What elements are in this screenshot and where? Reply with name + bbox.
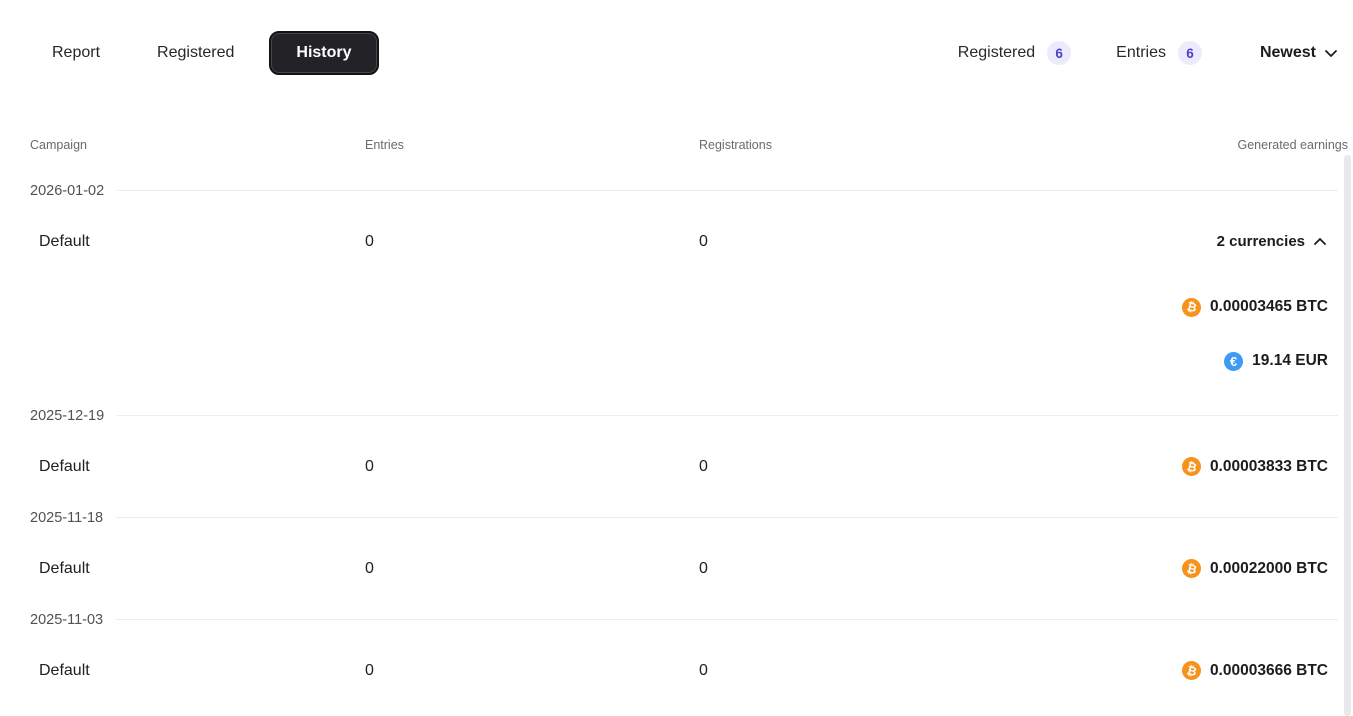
currency-amount: 0.00022000 BTC bbox=[1209, 559, 1328, 577]
earnings-cell: ₿ 0.00003666 BTC bbox=[1181, 661, 1328, 680]
entries-cell: 0 bbox=[365, 232, 374, 250]
campaign-cell: Default bbox=[39, 232, 90, 250]
registered-count-badge: 6 bbox=[1047, 41, 1072, 65]
table-row: Default 0 0 ₿ 0.00003666 BTC bbox=[0, 645, 1353, 696]
btc-icon: ₿ bbox=[1181, 559, 1201, 578]
table-header-row: Campaign Entries Registrations Generated… bbox=[0, 135, 1353, 155]
currency-line: € 19.14 EUR bbox=[0, 332, 1353, 390]
entries-cell: 0 bbox=[365, 661, 374, 679]
entries-cell: 0 bbox=[365, 457, 374, 475]
campaign-cell: Default bbox=[39, 457, 90, 475]
campaign-cell: Default bbox=[39, 559, 90, 577]
column-header-earnings: Generated earnings bbox=[1237, 138, 1349, 152]
top-right-controls: Registered 6 Entries 6 Newest bbox=[913, 41, 1339, 65]
date-label: 2025-11-03 bbox=[30, 611, 104, 628]
tab-history[interactable]: History bbox=[269, 31, 379, 75]
currency-line: ₿ 0.00003465 BTC bbox=[0, 282, 1353, 332]
table-row: Default 0 0 ₿ 0.00022000 BTC bbox=[0, 543, 1353, 594]
tab-registered[interactable]: Registered bbox=[157, 44, 235, 61]
btc-icon: ₿ bbox=[1181, 661, 1201, 680]
chevron-down-icon bbox=[1323, 45, 1339, 61]
registered-stat-label: Registered bbox=[957, 44, 1036, 61]
sort-label: Newest bbox=[1259, 44, 1316, 61]
chevron-up-icon bbox=[1312, 234, 1328, 250]
date-group-header: 2026-01-02 bbox=[0, 165, 1353, 216]
earnings-cell: 2 currencies bbox=[1217, 233, 1328, 250]
currency-amount: 0.00003465 BTC bbox=[1209, 298, 1328, 315]
currency-amount: 0.00003833 BTC bbox=[1209, 457, 1328, 475]
top-bar: Report Registered History Registered 6 E… bbox=[0, 0, 1353, 76]
registrations-cell: 0 bbox=[699, 661, 708, 679]
scrollbar-thumb[interactable] bbox=[1344, 155, 1351, 716]
column-header-entries: Entries bbox=[365, 138, 404, 152]
column-header-campaign: Campaign bbox=[30, 138, 87, 152]
entries-count-badge: 6 bbox=[1177, 41, 1202, 65]
date-divider bbox=[117, 415, 1338, 416]
currencies-collapse-toggle[interactable]: 2 currencies bbox=[1217, 233, 1328, 250]
sort-dropdown[interactable]: Newest bbox=[1260, 44, 1339, 62]
currency-amount: 0.00003666 BTC bbox=[1209, 661, 1328, 679]
column-header-registrations: Registrations bbox=[699, 138, 772, 152]
entries-stat[interactable]: Entries 6 bbox=[1116, 41, 1202, 65]
entries-cell: 0 bbox=[365, 559, 374, 577]
date-group-header: 2025-11-18 bbox=[0, 492, 1353, 543]
date-group-header: 2025-11-03 bbox=[0, 594, 1353, 645]
registrations-cell: 0 bbox=[699, 232, 708, 250]
earnings-cell: ₿ 0.00003833 BTC bbox=[1181, 457, 1328, 476]
registrations-cell: 0 bbox=[699, 559, 708, 577]
registered-stat[interactable]: Registered 6 bbox=[957, 41, 1072, 65]
registrations-cell: 0 bbox=[699, 457, 708, 475]
table-body: 2026-01-02 Default 0 0 2 currencies ₿ 0.… bbox=[0, 165, 1353, 696]
date-label: 2025-11-18 bbox=[30, 509, 104, 526]
date-group-header: 2025-12-19 bbox=[0, 390, 1353, 441]
earnings-cell: ₿ 0.00022000 BTC bbox=[1181, 559, 1328, 578]
date-divider bbox=[117, 190, 1338, 191]
eur-icon: € bbox=[1224, 351, 1244, 371]
btc-icon: ₿ bbox=[1181, 297, 1201, 317]
btc-icon: ₿ bbox=[1181, 457, 1201, 476]
tab-report[interactable]: Report bbox=[52, 44, 101, 61]
campaign-cell: Default bbox=[39, 661, 90, 679]
date-divider bbox=[116, 517, 1338, 518]
table-row: Default 0 0 ₿ 0.00003833 BTC bbox=[0, 441, 1353, 492]
entries-stat-label: Entries bbox=[1116, 44, 1166, 61]
table-row: Default 0 0 2 currencies bbox=[0, 216, 1353, 267]
currencies-summary-label: 2 currencies bbox=[1216, 233, 1305, 250]
date-divider bbox=[116, 619, 1338, 620]
currency-amount: 19.14 EUR bbox=[1252, 352, 1328, 369]
date-label: 2025-12-19 bbox=[30, 407, 105, 424]
date-label: 2026-01-02 bbox=[30, 182, 105, 199]
